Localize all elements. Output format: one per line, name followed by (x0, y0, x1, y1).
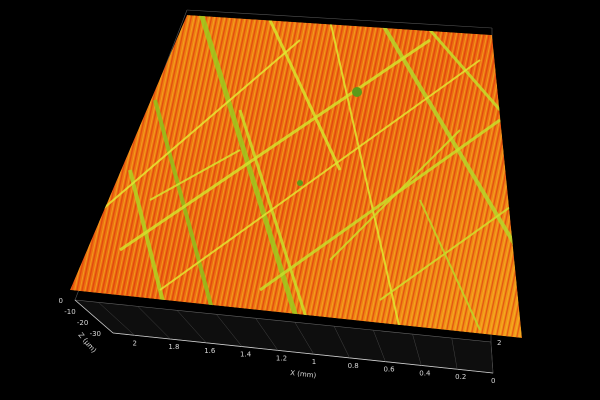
z-tick-label: -30 (90, 330, 101, 338)
z-tick-label: 0 (59, 297, 63, 305)
x-tick-label: 1.6 (204, 347, 216, 355)
x-tick-label: 0 (491, 377, 495, 385)
grid-line (216, 314, 243, 347)
scratch (238, 109, 312, 331)
surface (70, 15, 522, 338)
scratch (119, 38, 431, 252)
x-tick-label: 0.8 (348, 362, 359, 370)
x-tick-label: 1.4 (240, 351, 252, 359)
axis-ticks: 2 1.8 1.6 1.4 1.2 1 0.8 0.6 0.4 0.2 00-10-20-302 (59, 297, 502, 385)
scratch (329, 19, 401, 331)
bump (352, 87, 362, 97)
x-tick-label: 2 (133, 339, 137, 347)
x-tick-label: 0.6 (383, 366, 395, 374)
scratch (197, 15, 303, 331)
scratch (149, 149, 241, 201)
grid-line (490, 341, 494, 374)
x-tick-label: 0.2 (455, 373, 466, 381)
x-axis-line (112, 332, 494, 374)
box-edge (186, 9, 493, 29)
z-tick-label: -10 (64, 308, 75, 316)
z-axis-line (74, 299, 114, 334)
grid-lines (98, 302, 494, 374)
x-tick-label: 0.4 (419, 369, 431, 377)
scratch (419, 199, 481, 331)
x-tick-label: 1.2 (276, 354, 287, 362)
grid-line (451, 337, 458, 370)
x-tick-label: 1.8 (168, 343, 179, 351)
surface-texture (70, 15, 522, 338)
scratch (378, 18, 522, 272)
scratch (259, 118, 501, 292)
bump (297, 180, 303, 186)
grid-line (412, 334, 422, 366)
grid-line (255, 318, 279, 351)
scratches (89, 15, 522, 331)
grid-line (98, 302, 135, 336)
scratch (153, 99, 217, 321)
grid-line (373, 330, 386, 362)
scratch (128, 169, 167, 311)
x-axis-label: X (mm) (290, 369, 317, 380)
x-tick-label: 1 (312, 358, 316, 366)
grid-line (176, 310, 207, 343)
grid-line (137, 306, 171, 340)
y-tick-label: 2 (497, 339, 501, 347)
z-tick-label: -20 (77, 319, 88, 327)
scratch (89, 39, 301, 221)
scratch (379, 199, 521, 301)
scratch (268, 19, 342, 171)
scratch (329, 129, 461, 261)
grid-line (294, 322, 314, 355)
grid-line (333, 326, 350, 359)
scratch (159, 59, 481, 291)
